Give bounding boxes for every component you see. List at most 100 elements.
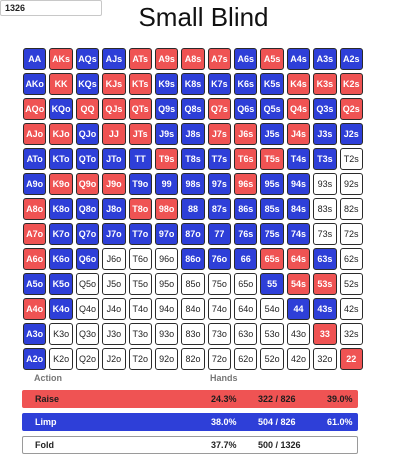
hand-cell[interactable]: K8s [181, 73, 205, 95]
hand-cell[interactable]: 88 [181, 198, 205, 220]
hand-cell[interactable]: AA [23, 48, 47, 70]
hand-cell[interactable]: A3s [313, 48, 337, 70]
hand-cell[interactable]: A7s [207, 48, 232, 70]
hand-cell[interactable]: A2o [23, 348, 47, 370]
hand-cell[interactable]: T2o [128, 348, 152, 370]
hand-cell[interactable]: 95s [260, 173, 284, 195]
hand-cell[interactable]: T6s [234, 148, 258, 170]
hand-cell[interactable]: 76o [207, 248, 232, 270]
hand-cell[interactable]: 73o [207, 323, 232, 345]
hand-cell[interactable]: A9o [23, 173, 47, 195]
hand-cell[interactable]: 63o [234, 323, 258, 345]
hand-cell[interactable]: 75s [260, 223, 284, 245]
hand-cell[interactable]: ATs [128, 48, 152, 70]
hand-cell[interactable]: Q8s [181, 98, 205, 120]
hand-cell[interactable]: 97o [154, 223, 179, 245]
hand-cell[interactable]: A8o [23, 198, 47, 220]
hand-cell[interactable]: J2o [102, 348, 126, 370]
hand-cell[interactable]: J7s [207, 123, 232, 145]
hand-cell[interactable]: 87s [207, 198, 232, 220]
fold-stat-row[interactable]: Fold 37.7% 500 / 1326 [22, 436, 358, 454]
hand-cell[interactable]: T9s [154, 148, 179, 170]
hand-cell[interactable]: J8o [102, 198, 126, 220]
hand-cell[interactable]: 33 [313, 323, 337, 345]
hand-cell[interactable]: 64s [286, 248, 311, 270]
hand-cell[interactable]: K7s [207, 73, 232, 95]
hand-cell[interactable]: JTo [102, 148, 126, 170]
hand-cell[interactable]: Q6s [234, 98, 258, 120]
hand-cell[interactable]: 96o [154, 248, 179, 270]
hand-cell[interactable]: T5o [128, 273, 152, 295]
hand-cell[interactable]: J8s [181, 123, 205, 145]
hand-cell[interactable]: 64o [234, 298, 258, 320]
hand-cell[interactable]: 72o [207, 348, 232, 370]
hand-cell[interactable]: 96s [234, 173, 258, 195]
hand-cell[interactable]: 54s [286, 273, 311, 295]
hand-cell[interactable]: T4s [286, 148, 311, 170]
hand-cell[interactable]: 55 [260, 273, 284, 295]
hand-cell[interactable]: 98o [154, 198, 179, 220]
hand-cell[interactable]: JJ [102, 123, 126, 145]
hand-cell[interactable]: QJs [102, 98, 126, 120]
hand-cell[interactable]: K6o [49, 248, 73, 270]
hand-cell[interactable]: 84s [286, 198, 311, 220]
hand-cell[interactable]: 22 [339, 348, 363, 370]
hand-cell[interactable]: K3o [49, 323, 73, 345]
hand-cell[interactable]: 86s [234, 198, 258, 220]
hand-cell[interactable]: AQs [75, 48, 100, 70]
hand-cell[interactable]: K6s [234, 73, 258, 95]
hand-cell[interactable]: J7o [102, 223, 126, 245]
hand-cell[interactable]: Q6o [75, 248, 100, 270]
hand-cell[interactable]: Q7o [75, 223, 100, 245]
hand-cell[interactable]: 54o [260, 298, 284, 320]
hand-cell[interactable]: 77 [207, 223, 232, 245]
hand-cell[interactable]: T6o [128, 248, 152, 270]
hand-cell[interactable]: K5s [260, 73, 284, 95]
hand-cell[interactable]: 73s [313, 223, 337, 245]
hand-cell[interactable]: T7o [128, 223, 152, 245]
hand-cell[interactable]: KQs [75, 73, 100, 95]
hand-cell[interactable]: T4o [128, 298, 152, 320]
hand-cell[interactable]: 52o [260, 348, 284, 370]
hand-cell[interactable]: K9s [154, 73, 179, 95]
hand-cell[interactable]: 94s [286, 173, 311, 195]
hand-cell[interactable]: A6s [234, 48, 258, 70]
hand-cell[interactable]: 83o [181, 323, 205, 345]
hand-cell[interactable]: T9o [128, 173, 152, 195]
hand-cell[interactable]: 62o [234, 348, 258, 370]
hand-cell[interactable]: 85s [260, 198, 284, 220]
total-combos-input[interactable]: 1326 [0, 0, 102, 16]
hand-cell[interactable]: J2s [339, 123, 363, 145]
hand-cell[interactable]: 65o [234, 273, 258, 295]
hand-cell[interactable]: 94o [154, 298, 179, 320]
hand-cell[interactable]: AKs [49, 48, 73, 70]
raise-stat-row[interactable]: Raise 24.3% 322 / 826 39.0% [22, 390, 358, 408]
hand-cell[interactable]: AKo [23, 73, 47, 95]
hand-cell[interactable]: 93s [313, 173, 337, 195]
hand-cell[interactable]: A5o [23, 273, 47, 295]
hand-cell[interactable]: Q4o [75, 298, 100, 320]
hand-cell[interactable]: 53s [313, 273, 337, 295]
hand-cell[interactable]: 66 [234, 248, 258, 270]
hand-cell[interactable]: J5o [102, 273, 126, 295]
hand-cell[interactable]: QTo [75, 148, 100, 170]
hand-cell[interactable]: A6o [23, 248, 47, 270]
hand-cell[interactable]: K8o [49, 198, 73, 220]
hand-cell[interactable]: 44 [286, 298, 311, 320]
hand-cell[interactable]: KTo [49, 148, 73, 170]
hand-cell[interactable]: 82s [339, 198, 363, 220]
hand-cell[interactable]: T2s [339, 148, 363, 170]
hand-cell[interactable]: AJs [102, 48, 126, 70]
hand-cell[interactable]: K2s [339, 73, 363, 95]
hand-cell[interactable]: 42o [286, 348, 311, 370]
hand-cell[interactable]: 65s [260, 248, 284, 270]
hand-cell[interactable]: J9o [102, 173, 126, 195]
hand-cell[interactable]: Q3o [75, 323, 100, 345]
hand-cell[interactable]: QJo [75, 123, 100, 145]
hand-cell[interactable]: K3s [313, 73, 337, 95]
hand-cell[interactable]: 84o [181, 298, 205, 320]
hand-cell[interactable]: 32o [313, 348, 337, 370]
hand-cell[interactable]: ATo [23, 148, 47, 170]
hand-cell[interactable]: Q2s [339, 98, 363, 120]
hand-cell[interactable]: Q7s [207, 98, 232, 120]
